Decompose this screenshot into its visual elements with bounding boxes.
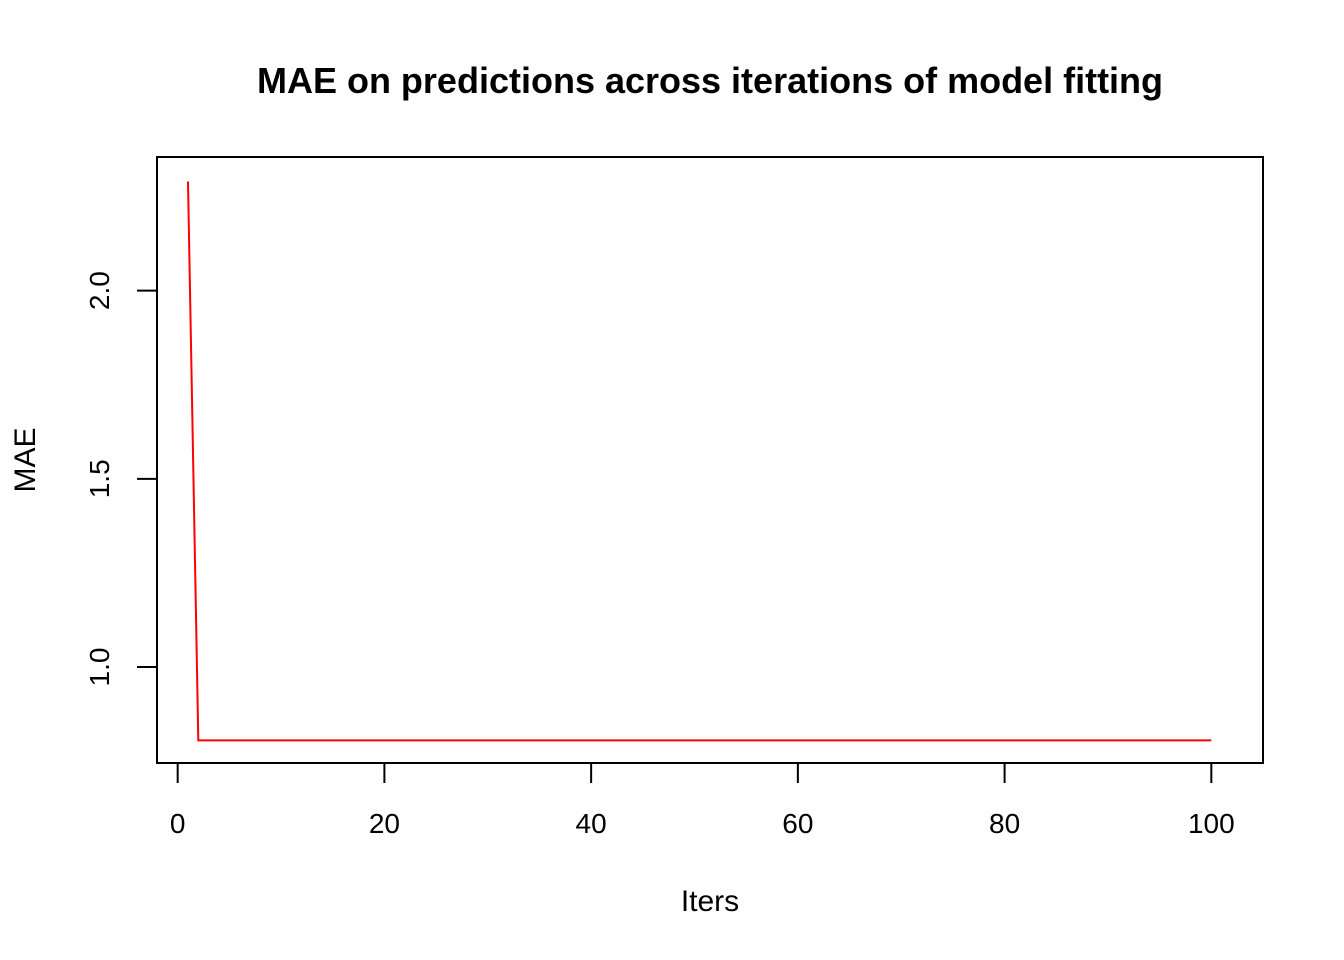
- y-axis-label: MAE: [9, 427, 42, 492]
- y-axis: 1.0 1.5 2.0: [84, 271, 158, 687]
- x-tick-label: 60: [782, 808, 813, 839]
- y-tick-label: 1.5: [84, 459, 115, 498]
- plot-frame: [156, 156, 1264, 764]
- x-axis: 0 20 40 60 80 100: [170, 762, 1235, 839]
- chart-title: MAE on predictions across iterations of …: [257, 60, 1163, 101]
- y-tick-label: 2.0: [84, 271, 115, 310]
- x-tick-label: 100: [1188, 808, 1235, 839]
- series-line: [187, 181, 1212, 742]
- plot-area: [187, 181, 1212, 742]
- y-tick-label: 1.0: [84, 648, 115, 687]
- x-axis-label: Iters: [681, 885, 739, 918]
- x-tick-label: 40: [576, 808, 607, 839]
- x-tick-label: 0: [170, 808, 186, 839]
- x-tick-label: 20: [369, 808, 400, 839]
- x-tick-label: 80: [989, 808, 1020, 839]
